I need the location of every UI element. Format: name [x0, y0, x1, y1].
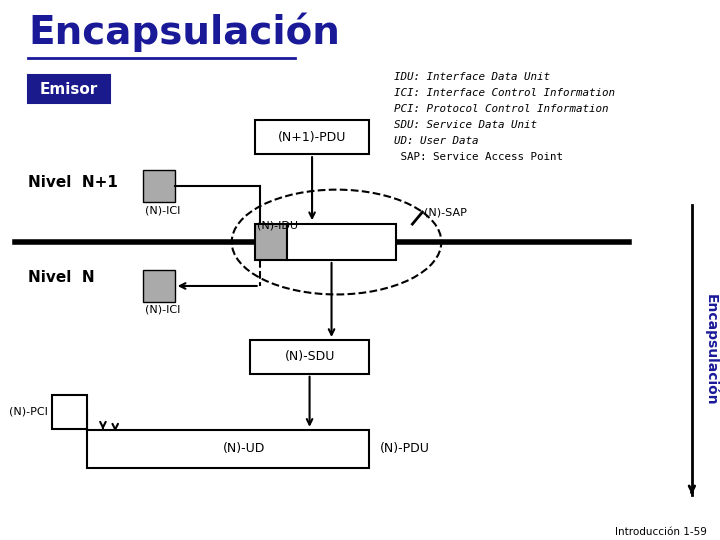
Text: IDU: Interface Data Unit: IDU: Interface Data Unit: [395, 72, 550, 82]
Bar: [143, 170, 175, 202]
Text: (N)-SDU: (N)-SDU: [284, 350, 335, 363]
Text: Nivel  N: Nivel N: [28, 270, 95, 285]
Text: (N)-UD: (N)-UD: [223, 442, 266, 455]
Text: UD: User Data: UD: User Data: [395, 136, 479, 146]
Text: (N)-ICI: (N)-ICI: [145, 205, 180, 215]
Text: ICI: Interface Control Information: ICI: Interface Control Information: [395, 89, 616, 98]
Bar: [87, 430, 369, 468]
Text: Emisor: Emisor: [40, 82, 98, 97]
Text: (N)-ICI: (N)-ICI: [145, 305, 180, 315]
Text: SAP: Service Access Point: SAP: Service Access Point: [395, 152, 564, 162]
Bar: [143, 270, 175, 302]
Bar: [28, 76, 110, 103]
Text: (N)-PCI: (N)-PCI: [9, 407, 48, 417]
Bar: [52, 395, 87, 429]
Text: Encapsulación: Encapsulación: [28, 12, 340, 52]
Text: (N)-IDU: (N)-IDU: [256, 220, 297, 230]
Bar: [255, 224, 287, 260]
Text: (N+1)-PDU: (N+1)-PDU: [278, 131, 346, 144]
Text: Encapsulación: Encapsulación: [704, 294, 719, 406]
Text: (N)-SAP: (N)-SAP: [424, 207, 467, 217]
Bar: [287, 224, 397, 260]
Text: (N)-PDU: (N)-PDU: [379, 442, 429, 455]
Text: PCI: Protocol Control Information: PCI: Protocol Control Information: [395, 104, 609, 114]
Bar: [250, 340, 369, 374]
Text: Nivel  N+1: Nivel N+1: [28, 175, 118, 190]
Text: Introducción 1-59: Introducción 1-59: [615, 526, 707, 537]
Bar: [255, 120, 369, 154]
Text: SDU: Service Data Unit: SDU: Service Data Unit: [395, 120, 537, 130]
